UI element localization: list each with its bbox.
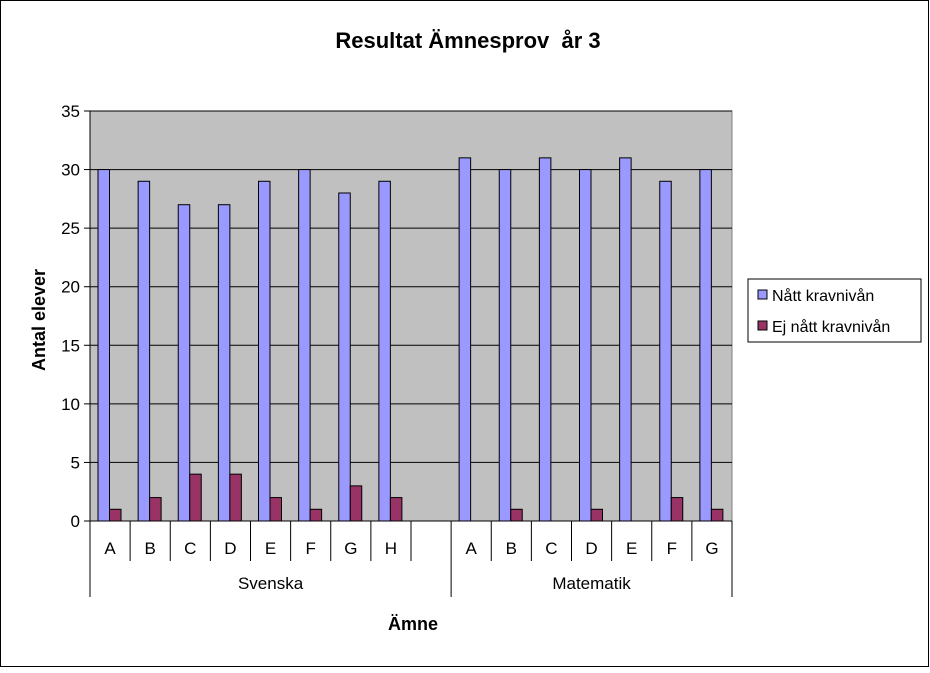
bar-natt: [338, 192, 351, 522]
bar-ej-natt: [229, 473, 242, 522]
bar-natt: [458, 157, 472, 522]
bar-natt: [498, 169, 512, 522]
chart-title: Resultat Ämnesprov år 3: [335, 28, 600, 53]
bar-ej-natt: [149, 497, 162, 522]
x-tick-label: E: [265, 539, 276, 558]
bar-ej-natt: [670, 497, 684, 522]
y-tick-label: 25: [61, 219, 80, 238]
bar-natt: [538, 157, 552, 522]
bar-ej-natt: [389, 497, 403, 522]
legend-box: [747, 278, 922, 343]
legend-label: Ej nått kravnivån: [772, 318, 890, 336]
x-tick-label: B: [506, 539, 517, 558]
y-axis-title: Antal elever: [29, 269, 49, 371]
y-tick-label: 35: [61, 102, 80, 121]
x-group-label: Matematik: [552, 574, 631, 593]
bar-ej-natt: [590, 508, 603, 522]
x-tick-label: H: [385, 539, 397, 558]
x-tick-label: G: [344, 539, 357, 558]
x-tick-label: F: [667, 539, 677, 558]
legend: Nått kravnivån Ej nått kravnivån: [747, 278, 922, 343]
bar-natt: [137, 180, 151, 522]
bar-ej-natt: [309, 508, 323, 522]
legend-swatch: [757, 289, 768, 300]
x-tick-label: E: [626, 539, 637, 558]
y-tick-label: 15: [61, 336, 80, 355]
bar-natt: [378, 180, 391, 522]
legend-swatch: [757, 320, 768, 331]
bar-natt: [258, 180, 271, 522]
bar-natt: [217, 204, 231, 522]
y-tick-label: 20: [61, 278, 80, 297]
x-tick-label: B: [145, 539, 156, 558]
x-tick-label: F: [305, 539, 315, 558]
x-tick-label: C: [184, 539, 196, 558]
bar-natt: [177, 204, 191, 522]
y-tick-label: 10: [61, 395, 80, 414]
bar-natt: [699, 169, 712, 522]
x-tick-label: A: [466, 539, 478, 558]
y-tick-label: 0: [71, 512, 80, 531]
y-tick-label: 5: [71, 453, 80, 472]
bar-natt: [619, 157, 632, 522]
x-tick-label: D: [224, 539, 236, 558]
x-tick-label: A: [104, 539, 116, 558]
x-tick-label: D: [585, 539, 597, 558]
bar-ej-natt: [109, 508, 122, 522]
bar-ej-natt: [710, 508, 724, 522]
x-tick-label: C: [545, 539, 557, 558]
bar-ej-natt: [189, 473, 202, 522]
bar-natt: [298, 169, 311, 522]
bar-ej-natt: [349, 485, 363, 522]
x-axis-title: Ämne: [388, 614, 438, 634]
y-tick-label: 30: [61, 161, 80, 180]
bar-ej-natt: [510, 508, 523, 522]
bar-natt: [579, 169, 592, 522]
x-group-label: Svenska: [238, 574, 304, 593]
bar-ej-natt: [269, 497, 282, 522]
bar-natt: [97, 169, 110, 522]
x-tick-label: G: [705, 539, 718, 558]
bar-natt: [659, 180, 672, 522]
legend-label: Nått kravnivån: [772, 287, 874, 305]
plot-area: 0 5 10 15 20 25 30 35 A B C D E F G H A B C D E F G Svenska Mate…: [61, 102, 733, 597]
